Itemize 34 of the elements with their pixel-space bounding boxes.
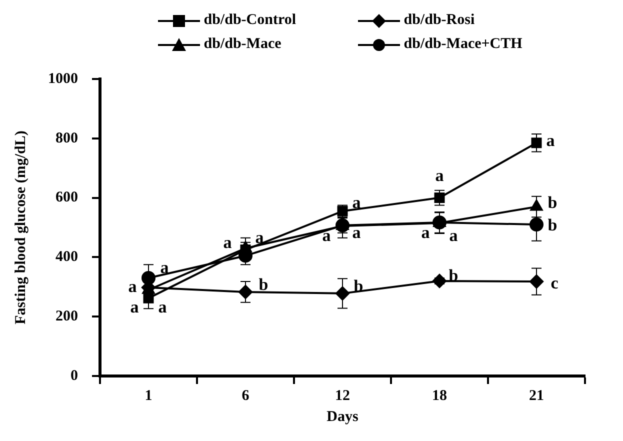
annotation: a: [546, 130, 556, 150]
x-tick-label: 1: [144, 388, 152, 404]
annotation: a: [160, 258, 170, 277]
legend-label: db/db-Control: [204, 12, 296, 28]
annotation: a: [158, 298, 168, 317]
annotation: a: [421, 222, 430, 242]
annotation: a: [128, 276, 138, 296]
annotation: a: [435, 166, 444, 185]
x-tick-label: 18: [432, 388, 447, 404]
x-tick-label: 6: [242, 388, 250, 404]
annotation: b: [548, 193, 558, 212]
y-tick-label: 1000: [48, 70, 78, 87]
x-tick-label: 12: [335, 388, 350, 404]
legend-label: db/db-Mace+CTH: [404, 36, 522, 52]
y-tick-label: 200: [56, 308, 78, 324]
y-tick-label: 600: [56, 190, 78, 206]
annotation: a: [322, 226, 332, 245]
x-tick-label: 21: [529, 388, 544, 404]
annotation: a: [255, 228, 264, 248]
annotation: b: [548, 215, 558, 234]
annotation: a: [223, 233, 232, 252]
annotation: a: [352, 222, 362, 242]
y-tick-label: 800: [56, 130, 78, 146]
y-tick-label: 400: [56, 249, 78, 266]
x-axis-title: Days: [326, 408, 358, 425]
annotation: c: [550, 273, 559, 292]
annotation: a: [130, 298, 140, 317]
legend-label: db/db-Mace: [204, 36, 282, 52]
annotation: b: [258, 274, 268, 294]
y-axis-title: Fasting blood glucose (mg/dL): [12, 130, 29, 324]
annotation: a: [449, 226, 458, 245]
annotation: a: [352, 193, 362, 212]
legend-label: db/db-Rosi: [404, 12, 475, 28]
y-tick-label: 0: [70, 368, 78, 384]
